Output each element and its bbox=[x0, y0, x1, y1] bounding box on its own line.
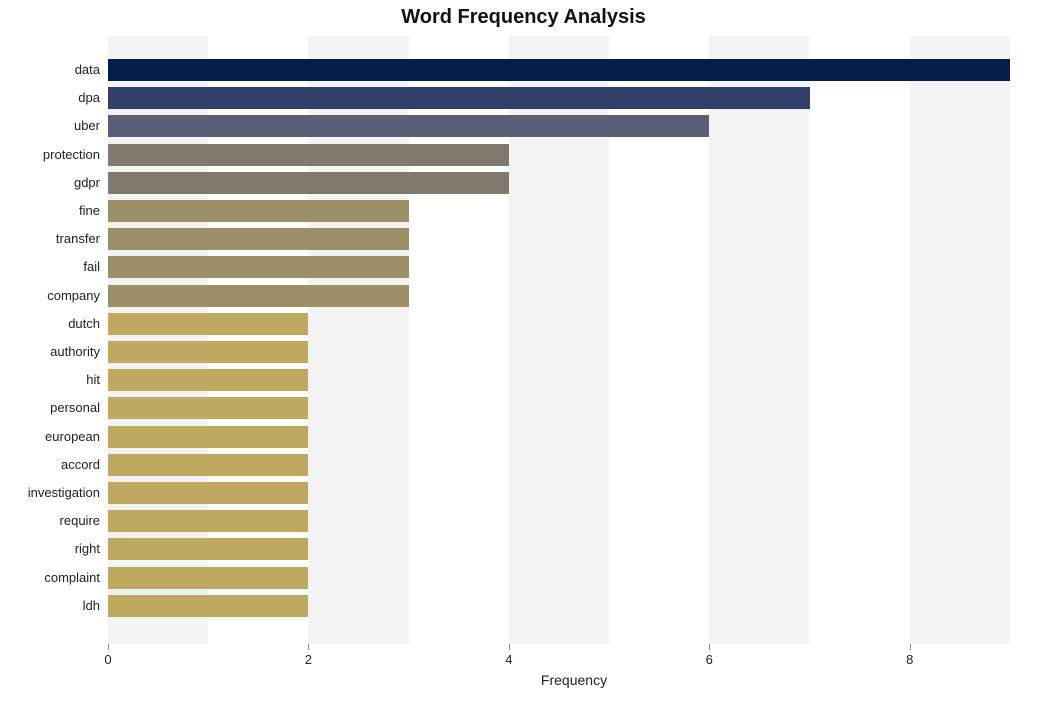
y-label-accord: accord bbox=[0, 454, 100, 476]
grid-band bbox=[910, 36, 1010, 644]
bar-fine bbox=[108, 200, 409, 222]
x-tick-mark bbox=[308, 644, 309, 650]
chart-container: Word Frequency Analysis data dpa uber prote… bbox=[0, 0, 1047, 701]
y-label-investigation: investigation bbox=[0, 482, 100, 504]
y-label-transfer: transfer bbox=[0, 228, 100, 250]
chart-title: Word Frequency Analysis bbox=[0, 6, 1047, 29]
bar-protection bbox=[108, 144, 509, 166]
bar-investigation bbox=[108, 482, 308, 504]
bar-gdpr bbox=[108, 172, 509, 194]
y-label-authority: authority bbox=[0, 341, 100, 363]
y-label-gdpr: gdpr bbox=[0, 172, 100, 194]
y-label-fail: fail bbox=[0, 256, 100, 278]
bar-personal bbox=[108, 397, 308, 419]
bar-european bbox=[108, 426, 308, 448]
bar-authority bbox=[108, 341, 308, 363]
x-tick-mark bbox=[509, 644, 510, 650]
y-label-require: require bbox=[0, 510, 100, 532]
bar-complaint bbox=[108, 567, 308, 589]
x-tick-label: 6 bbox=[706, 652, 713, 667]
bar-transfer bbox=[108, 228, 409, 250]
x-tick-mark bbox=[709, 644, 710, 650]
bar-dpa bbox=[108, 87, 810, 109]
x-tick-label: 0 bbox=[104, 652, 111, 667]
y-label-european: european bbox=[0, 426, 100, 448]
y-label-company: company bbox=[0, 285, 100, 307]
bar-company bbox=[108, 285, 409, 307]
y-label-right: right bbox=[0, 538, 100, 560]
x-tick-mark bbox=[910, 644, 911, 650]
y-label-hit: hit bbox=[0, 369, 100, 391]
y-label-personal: personal bbox=[0, 397, 100, 419]
bar-accord bbox=[108, 454, 308, 476]
grid-band bbox=[1010, 36, 1040, 644]
bar-fail bbox=[108, 256, 409, 278]
y-label-data: data bbox=[0, 59, 100, 81]
bar-right bbox=[108, 538, 308, 560]
bar-data bbox=[108, 59, 1010, 81]
x-tick-mark bbox=[108, 644, 109, 650]
y-label-dpa: dpa bbox=[0, 87, 100, 109]
y-label-ldh: ldh bbox=[0, 595, 100, 617]
y-label-fine: fine bbox=[0, 200, 100, 222]
x-tick-label: 8 bbox=[906, 652, 913, 667]
grid-band bbox=[810, 36, 910, 644]
bar-dutch bbox=[108, 313, 308, 335]
bar-require bbox=[108, 510, 308, 532]
bar-ldh bbox=[108, 595, 308, 617]
plot-area bbox=[108, 36, 1040, 644]
bar-hit bbox=[108, 369, 308, 391]
x-tick-label: 4 bbox=[505, 652, 512, 667]
x-axis-title: Frequency bbox=[108, 672, 1040, 688]
grid-band bbox=[709, 36, 809, 644]
y-label-dutch: dutch bbox=[0, 313, 100, 335]
x-tick-label: 2 bbox=[305, 652, 312, 667]
y-label-uber: uber bbox=[0, 115, 100, 137]
y-label-protection: protection bbox=[0, 144, 100, 166]
bar-uber bbox=[108, 115, 709, 137]
y-label-complaint: complaint bbox=[0, 567, 100, 589]
